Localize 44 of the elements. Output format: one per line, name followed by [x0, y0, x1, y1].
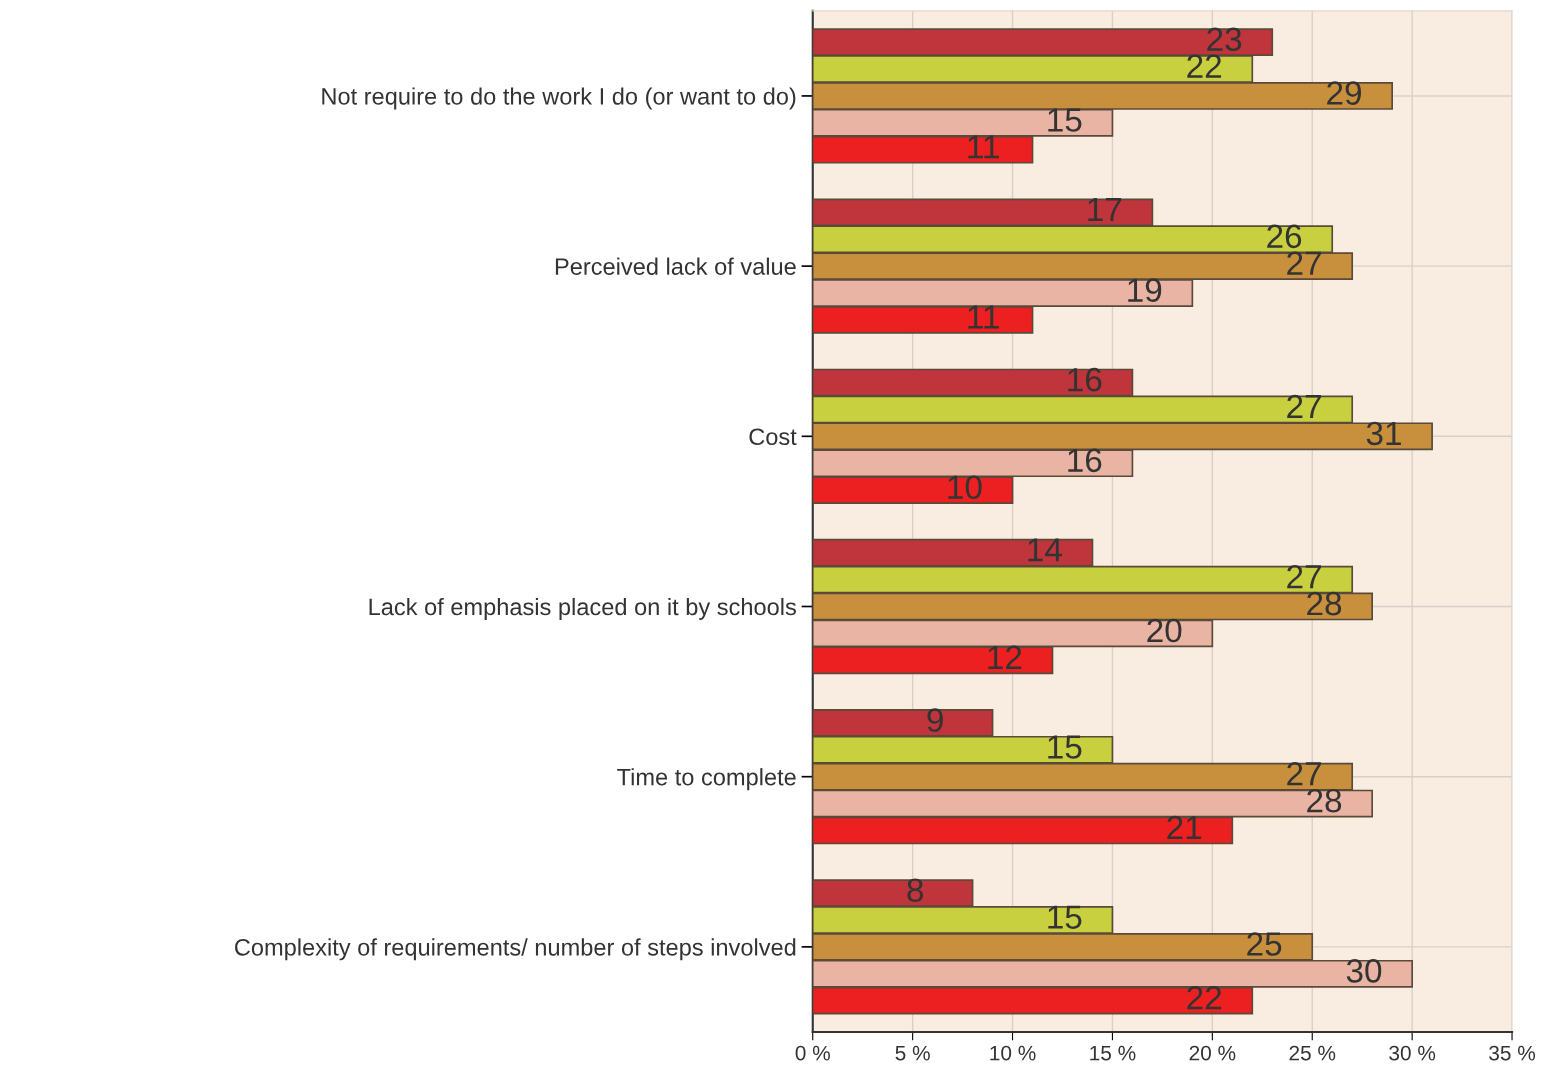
- data-label: 14: [1028, 538, 1062, 562]
- data-label: 9: [927, 708, 943, 732]
- x-tick-label: 20 %: [1189, 1045, 1236, 1061]
- data-label: 8: [907, 878, 923, 903]
- data-label: 11: [968, 305, 999, 329]
- data-label: 10: [948, 475, 982, 500]
- y-tick-label: Complexity of requirements/ number of steps involved: [235, 938, 796, 961]
- data-label: 28: [1307, 591, 1342, 616]
- data-label: 28: [1307, 788, 1342, 813]
- x-tick-label: 30 %: [1389, 1045, 1436, 1061]
- data-label: 22: [1187, 986, 1222, 1010]
- data-label: 16: [1068, 367, 1102, 392]
- x-tick-label: 5 %: [895, 1045, 930, 1061]
- y-tick-label: Not require to do the work I do (or want to do): [322, 87, 796, 110]
- data-label: 12: [988, 645, 1022, 669]
- y-tick-label: Perceived lack of value: [555, 257, 796, 275]
- data-label: 23: [1207, 27, 1242, 52]
- data-label: 20: [1147, 618, 1182, 643]
- data-label: 30: [1346, 959, 1382, 983]
- data-label: 21: [1167, 815, 1202, 840]
- data-label: 26: [1267, 224, 1302, 249]
- data-label: 15: [1048, 108, 1082, 132]
- data-label: 16: [1068, 448, 1102, 473]
- data-label: 11: [968, 135, 999, 159]
- y-tick-label: Cost: [749, 428, 797, 446]
- y-tick-label: Lack of emphasis placed on it by schools: [369, 597, 796, 620]
- data-label: 15: [1048, 735, 1082, 759]
- data-label: 27: [1287, 762, 1321, 786]
- data-label: 25: [1247, 932, 1282, 956]
- y-tick-label: Time to complete: [617, 768, 796, 791]
- x-tick-label: 0 %: [795, 1045, 830, 1061]
- data-label: 22: [1187, 54, 1222, 78]
- x-tick-label: 15 %: [1090, 1045, 1136, 1061]
- data-label: 27: [1287, 251, 1321, 275]
- data-label: 31: [1366, 421, 1401, 446]
- data-label: 17: [1088, 198, 1122, 221]
- x-tick-label: 35 %: [1489, 1045, 1536, 1061]
- x-tick-label: 10 %: [990, 1045, 1036, 1061]
- data-label: 27: [1287, 394, 1321, 419]
- x-tick-label: 25 %: [1289, 1045, 1336, 1061]
- data-label: 27: [1287, 564, 1321, 589]
- data-label: 29: [1327, 81, 1361, 105]
- data-label: 15: [1048, 905, 1082, 929]
- data-label: 19: [1128, 278, 1162, 302]
